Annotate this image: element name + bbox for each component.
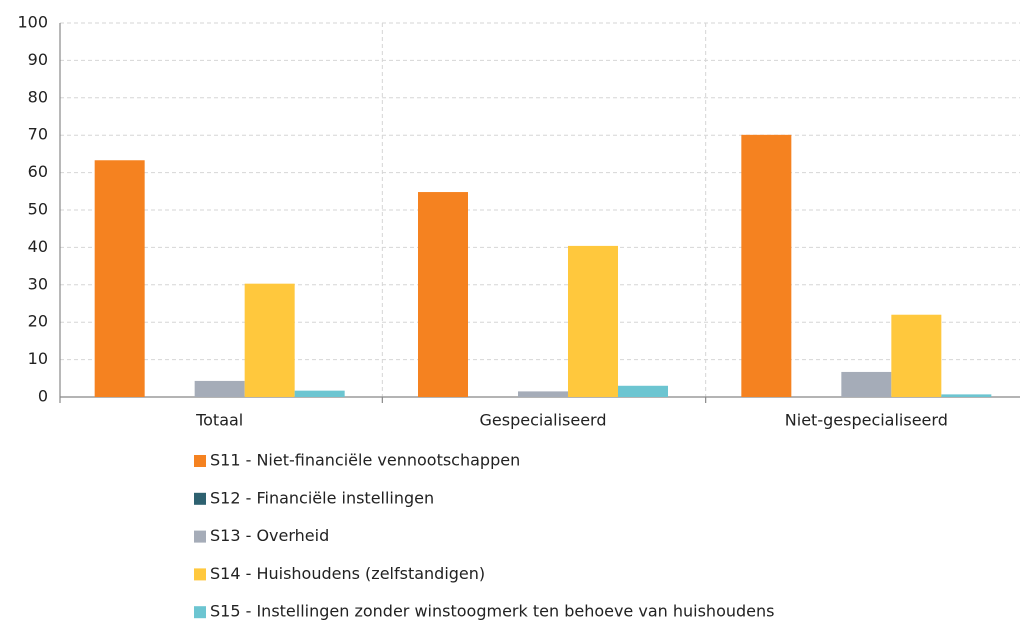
bar bbox=[244, 283, 295, 397]
bar bbox=[618, 385, 668, 397]
bar bbox=[841, 371, 892, 397]
bar bbox=[518, 391, 568, 397]
y-tick-label: 60 bbox=[28, 162, 48, 181]
legend-swatch bbox=[194, 530, 206, 543]
legend-label: S12 - Financiële instellingen bbox=[210, 488, 434, 507]
legend-swatch bbox=[194, 455, 206, 467]
legend-label: S11 - Niet-financiële vennootschappen bbox=[210, 451, 520, 470]
y-tick-label: 80 bbox=[28, 87, 48, 106]
y-tick-label: 30 bbox=[28, 274, 48, 293]
bar bbox=[294, 390, 345, 397]
bar bbox=[891, 314, 942, 397]
bar bbox=[741, 134, 792, 398]
bar bbox=[418, 192, 468, 397]
y-tick-label: 70 bbox=[28, 125, 48, 144]
y-tick-label: 50 bbox=[28, 200, 48, 219]
bar bbox=[568, 245, 618, 397]
legend-label: S14 - Huishoudens (zelfstandigen) bbox=[210, 564, 485, 583]
legend-swatch bbox=[194, 492, 206, 505]
x-tick-label: Gespecialiseerd bbox=[480, 411, 607, 430]
bar bbox=[941, 394, 992, 397]
y-tick-label: 90 bbox=[28, 50, 48, 69]
y-tick-label: 100 bbox=[17, 13, 48, 32]
bar bbox=[194, 380, 245, 397]
y-tick-label: 10 bbox=[28, 349, 48, 368]
bar bbox=[94, 160, 145, 397]
legend-swatch bbox=[194, 606, 206, 619]
legend-label: S15 - Instellingen zonder winstoogmerk t… bbox=[210, 602, 774, 621]
x-tick-label: Totaal bbox=[195, 411, 243, 430]
legend-label: S13 - Overheid bbox=[210, 526, 329, 545]
x-tick-label: Niet-gespecialiseerd bbox=[785, 411, 948, 430]
legend-swatch bbox=[194, 568, 206, 581]
y-tick-label: 0 bbox=[38, 387, 48, 406]
y-tick-label: 20 bbox=[28, 312, 48, 331]
y-tick-label: 40 bbox=[28, 237, 48, 256]
